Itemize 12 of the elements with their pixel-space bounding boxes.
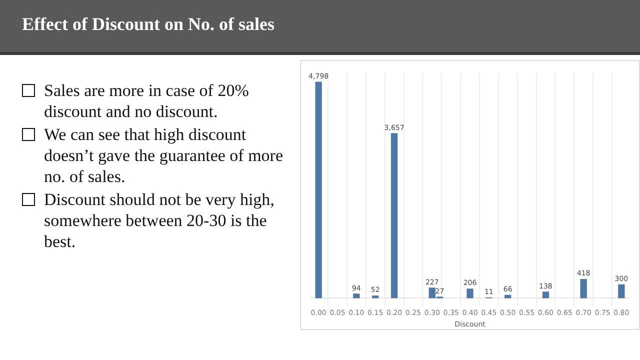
text: Discount should not be very high, somewhere between 20-30 is the best. [44,190,274,251]
bar [315,82,322,298]
bar [542,292,550,298]
bar [372,296,379,298]
bar [580,279,587,298]
bar [466,288,474,298]
bar [618,284,625,298]
text: Effect of Discount on No. of sales [22,14,274,35]
bar [390,133,398,298]
text: We can see that high discount doesn’t gave the guarantee of more no. of sales. [44,125,284,186]
bar [353,294,360,298]
text: Sales are more in case of 20% discount and no discount. [44,81,249,121]
